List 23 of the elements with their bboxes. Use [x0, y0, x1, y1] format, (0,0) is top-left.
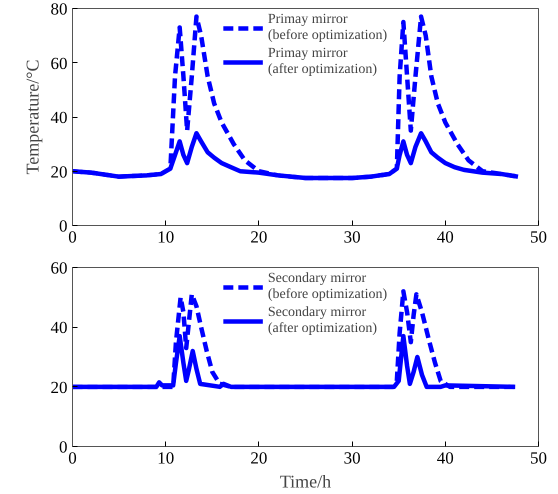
y-tick-label: 80	[50, 0, 68, 18]
x-tick-label: 20	[250, 228, 268, 246]
x-tick-label: 10	[157, 228, 174, 246]
x-tick-label: 20	[250, 448, 268, 468]
x-tick-label: 30	[344, 448, 361, 468]
y-tick-label: 20	[50, 162, 68, 182]
x-tick-label: 10	[157, 448, 174, 468]
legend-label: Secondary mirror (before optimization)	[268, 271, 388, 303]
y-tick-label: 40	[50, 318, 68, 338]
x-tick-label: 30	[344, 228, 361, 246]
legend-label: Primay mirror (before optimization)	[268, 12, 388, 44]
y-axis-title: Temperature/°C	[22, 60, 42, 174]
legend-label: Primay mirror (after optimization)	[268, 46, 378, 78]
x-axis-title: Time/h	[280, 472, 332, 492]
y-tick-label: 60	[50, 258, 68, 278]
x-tick-label: 50	[530, 228, 547, 246]
y-tick-label: 20	[50, 378, 68, 397]
y-tick-label: 40	[50, 108, 68, 127]
x-tick-label: 50	[530, 448, 547, 468]
legend-label: Secondary mirror (after optimization)	[268, 305, 378, 337]
y-tick-label: 60	[50, 54, 68, 73]
x-tick-label: 40	[436, 228, 454, 246]
x-tick-label: 40	[436, 448, 454, 468]
